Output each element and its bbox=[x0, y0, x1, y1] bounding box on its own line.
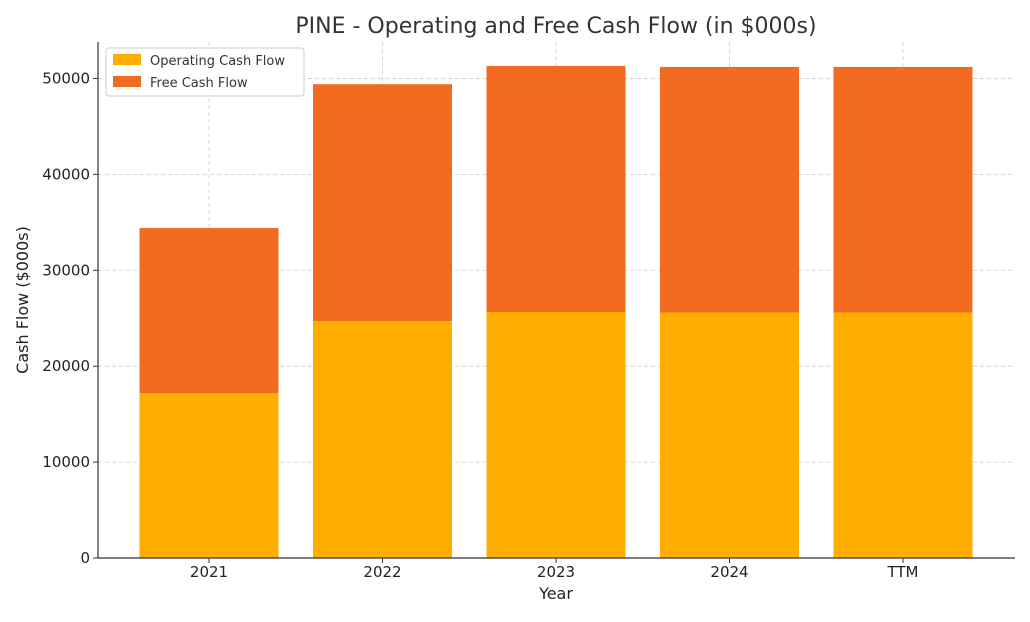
bar-operating-cash-flow-2024 bbox=[660, 312, 799, 558]
bar-free-cash-flow-2022 bbox=[313, 84, 452, 322]
x-tick-label: 2024 bbox=[710, 563, 748, 581]
y-tick-label: 20000 bbox=[42, 357, 90, 375]
x-axis-label: Year bbox=[538, 584, 573, 603]
bar-free-cash-flow-ttm bbox=[833, 66, 973, 313]
bar-operating-cash-flow-2021 bbox=[139, 393, 279, 558]
bars bbox=[139, 65, 973, 558]
x-tick-label: 2022 bbox=[363, 563, 401, 581]
axes bbox=[93, 42, 1015, 563]
x-tick-label: 2023 bbox=[537, 563, 575, 581]
legend-swatch bbox=[113, 54, 141, 65]
y-tick-label: 0 bbox=[80, 549, 90, 567]
y-tick-label: 30000 bbox=[42, 261, 90, 279]
bar-operating-cash-flow-2022 bbox=[313, 321, 452, 558]
bar-free-cash-flow-2021 bbox=[139, 228, 279, 394]
legend-box bbox=[105, 47, 305, 97]
x-tick-label: TTM bbox=[886, 563, 918, 581]
y-tick-label: 10000 bbox=[42, 453, 90, 471]
legend-label: Free Cash Flow bbox=[150, 76, 248, 91]
tick-labels: 0 10000 20000 30000 40000 50000 2021 2022 2023 20… bbox=[42, 69, 918, 581]
chart-title: PINE - Operating and Free Cash Flow (in … bbox=[295, 14, 816, 39]
legend-swatch bbox=[113, 76, 141, 87]
bar-free-cash-flow-2023 bbox=[486, 65, 626, 312]
legend-label: Operating Cash Flow bbox=[150, 54, 285, 69]
bar-operating-cash-flow-ttm bbox=[833, 312, 973, 558]
legend: Operating Cash Flow Free Cash Flow bbox=[105, 47, 305, 97]
bar-free-cash-flow-2024 bbox=[660, 66, 799, 313]
y-tick-label: 40000 bbox=[42, 165, 90, 183]
y-tick-label: 50000 bbox=[42, 69, 90, 87]
y-axis-label: Cash Flow ($000s) bbox=[13, 226, 32, 374]
bar-operating-cash-flow-2023 bbox=[486, 311, 626, 558]
x-tick-label: 2021 bbox=[190, 563, 228, 581]
